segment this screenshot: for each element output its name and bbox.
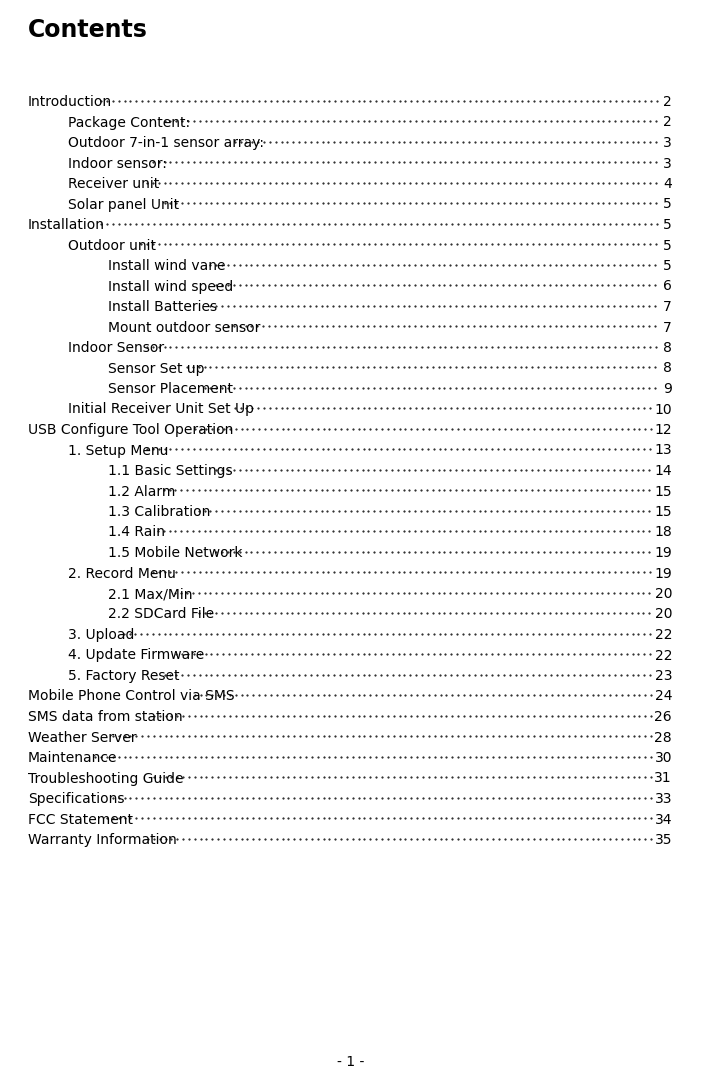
Text: 19: 19	[654, 546, 672, 560]
Text: 10: 10	[654, 402, 672, 416]
Text: 5: 5	[663, 218, 672, 232]
Text: 20: 20	[654, 587, 672, 601]
Text: 33: 33	[654, 792, 672, 806]
Text: - 1 -: - 1 -	[338, 1055, 364, 1069]
Text: Installation: Installation	[28, 218, 105, 232]
Text: Install Batteries: Install Batteries	[108, 301, 217, 313]
Text: 1.1 Basic Settings: 1.1 Basic Settings	[108, 464, 232, 478]
Text: Install wind speed: Install wind speed	[108, 280, 233, 294]
Text: Receiver unit: Receiver unit	[68, 177, 159, 191]
Text: Indoor Sensor: Indoor Sensor	[68, 341, 164, 355]
Text: 2: 2	[663, 95, 672, 109]
Text: 1. Setup Menu: 1. Setup Menu	[68, 443, 168, 457]
Text: 14: 14	[654, 464, 672, 478]
Text: 5: 5	[663, 259, 672, 273]
Text: Outdoor unit: Outdoor unit	[68, 239, 156, 253]
Text: 18: 18	[654, 525, 672, 539]
Text: 31: 31	[654, 772, 672, 786]
Text: SMS data from station: SMS data from station	[28, 710, 183, 724]
Text: 2: 2	[663, 116, 672, 130]
Text: 8: 8	[663, 341, 672, 355]
Text: 3. Upload: 3. Upload	[68, 628, 134, 642]
Text: 15: 15	[654, 484, 672, 498]
Text: 12: 12	[654, 423, 672, 437]
Text: 26: 26	[654, 710, 672, 724]
Text: 5: 5	[663, 198, 672, 212]
Text: 19: 19	[654, 566, 672, 580]
Text: Initial Receiver Unit Set Up: Initial Receiver Unit Set Up	[68, 402, 254, 416]
Text: Troubleshooting Guide: Troubleshooting Guide	[28, 772, 183, 786]
Text: 2.1 Max/Min: 2.1 Max/Min	[108, 587, 192, 601]
Text: 7: 7	[663, 320, 672, 334]
Text: 28: 28	[654, 731, 672, 745]
Text: 1.2 Alarm: 1.2 Alarm	[108, 484, 176, 498]
Text: 7: 7	[663, 301, 672, 313]
Text: 6: 6	[663, 280, 672, 294]
Text: 30: 30	[654, 751, 672, 765]
Text: Contents: Contents	[28, 18, 148, 42]
Text: 4: 4	[663, 177, 672, 191]
Text: 3: 3	[663, 136, 672, 150]
Text: Outdoor 7-in-1 sensor array:: Outdoor 7-in-1 sensor array:	[68, 136, 264, 150]
Text: FCC Statement: FCC Statement	[28, 813, 133, 827]
Text: 2.2 SDCard File: 2.2 SDCard File	[108, 608, 214, 622]
Text: 35: 35	[654, 833, 672, 848]
Text: 22: 22	[654, 649, 672, 663]
Text: 13: 13	[654, 443, 672, 457]
Text: 15: 15	[654, 505, 672, 519]
Text: 5. Factory Reset: 5. Factory Reset	[68, 669, 180, 683]
Text: 20: 20	[654, 608, 672, 622]
Text: Package Content:: Package Content:	[68, 116, 190, 130]
Text: Mount outdoor sensor: Mount outdoor sensor	[108, 320, 260, 334]
Text: 4. Update Firmware: 4. Update Firmware	[68, 649, 204, 663]
Text: Maintenance: Maintenance	[28, 751, 117, 765]
Text: Mobile Phone Control via SMS: Mobile Phone Control via SMS	[28, 690, 234, 704]
Text: 2. Record Menu: 2. Record Menu	[68, 566, 176, 580]
Text: Sensor Set up: Sensor Set up	[108, 361, 204, 375]
Text: Warranty Information: Warranty Information	[28, 833, 177, 848]
Text: 3: 3	[663, 157, 672, 171]
Text: 22: 22	[654, 628, 672, 642]
Text: 8: 8	[663, 361, 672, 375]
Text: Solar panel Unit: Solar panel Unit	[68, 198, 179, 212]
Text: 1.5 Mobile Network: 1.5 Mobile Network	[108, 546, 242, 560]
Text: 1.4 Rain: 1.4 Rain	[108, 525, 165, 539]
Text: USB Configure Tool Operation: USB Configure Tool Operation	[28, 423, 233, 437]
Text: Weather Server: Weather Server	[28, 731, 136, 745]
Text: Indoor sensor:: Indoor sensor:	[68, 157, 167, 171]
Text: Specifications: Specifications	[28, 792, 124, 806]
Text: Introduction: Introduction	[28, 95, 112, 109]
Text: Sensor Placement: Sensor Placement	[108, 382, 233, 396]
Text: 1.3 Calibration: 1.3 Calibration	[108, 505, 211, 519]
Text: 34: 34	[654, 813, 672, 827]
Text: 5: 5	[663, 239, 672, 253]
Text: 23: 23	[654, 669, 672, 683]
Text: 24: 24	[654, 690, 672, 704]
Text: Install wind vane: Install wind vane	[108, 259, 225, 273]
Text: 9: 9	[663, 382, 672, 396]
